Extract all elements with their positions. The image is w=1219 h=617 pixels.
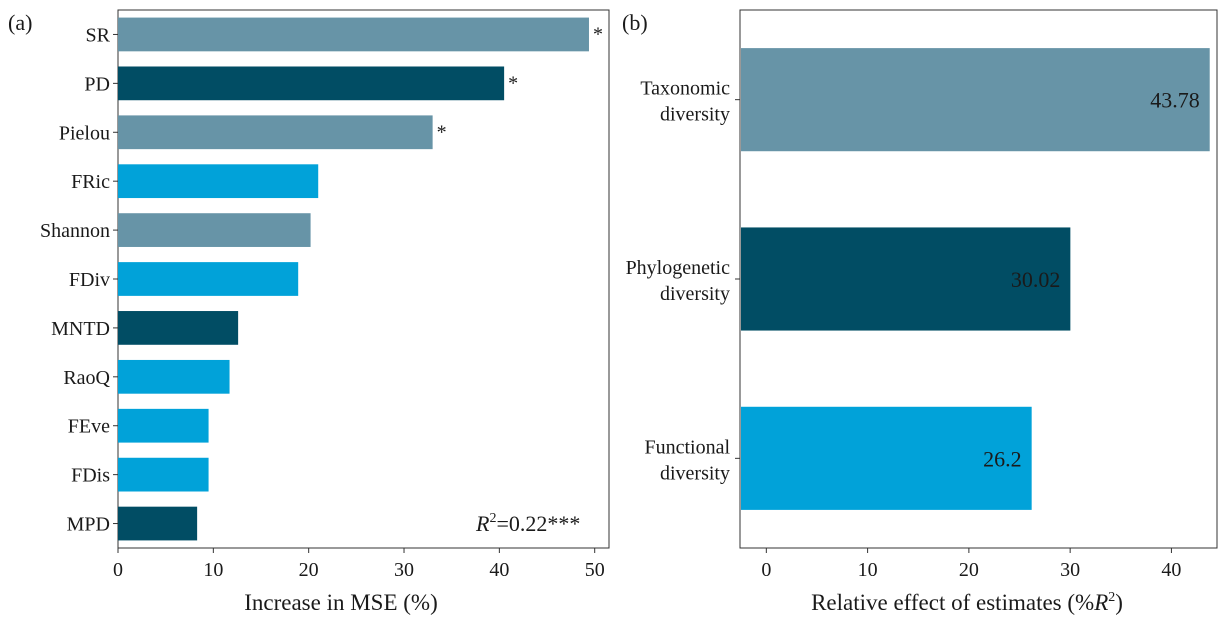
- bar-feve: [118, 408, 209, 443]
- x-tick-label: 40: [489, 559, 509, 581]
- panel-a-category-labels: SR PD Pielou FRic Shannon FDiv MNTD RaoQ FEve FDi…: [40, 24, 118, 536]
- bar-fdis: [118, 457, 209, 492]
- category-label-fric: FRic: [71, 171, 110, 193]
- category-label-pd: PD: [84, 73, 110, 95]
- data-label-functional: 26.2: [983, 446, 1022, 471]
- panel-b-category-labels: Taxonomic diversity Phylogenetic diversity F…: [626, 78, 740, 484]
- panel-b: (b) 43.78 30.02 26.2 Taxonomic diversity Phy…: [622, 9, 1218, 615]
- bar-fdiv: [118, 262, 299, 296]
- bar-phylogenetic: [741, 227, 1071, 331]
- x-tick-label: 40: [1161, 559, 1181, 581]
- category-label-fdiv: FDiv: [69, 269, 110, 291]
- category-label-phylogenetic-line1: Phylogenetic: [626, 257, 731, 279]
- x-tick-label: 20: [959, 559, 979, 581]
- bar-raoq: [118, 359, 230, 394]
- bar-mntd: [118, 311, 239, 345]
- bar-functional: [741, 406, 1032, 510]
- data-label-phylogenetic: 30.02: [1011, 267, 1061, 292]
- significance-marker-pd: *: [508, 72, 518, 94]
- category-label-pielou: Pielou: [59, 122, 110, 144]
- panel-b-x-ticks: 0 10 20 30 40: [761, 548, 1181, 581]
- panel-a: (a) * * * SR PD Pielou FRic Shannon FDiv MNTD Rao…: [8, 9, 610, 615]
- category-label-mntd: MNTD: [51, 318, 110, 340]
- category-label-feve: FEve: [68, 416, 110, 438]
- panel-a-r2-annotation: R2=0.22***: [475, 511, 580, 536]
- category-label-raoq: RaoQ: [63, 367, 110, 389]
- significance-marker-pielou: *: [437, 121, 447, 143]
- bar-shannon: [118, 213, 311, 247]
- panel-b-label: (b): [622, 10, 648, 35]
- category-label-taxonomic-line1: Taxonomic: [640, 78, 730, 100]
- panel-b-bars: 43.78 30.02 26.2: [741, 48, 1210, 510]
- bar-fric: [118, 164, 319, 199]
- panel-a-x-axis-label: Increase in MSE (%): [244, 590, 438, 615]
- bar-pielou: [118, 115, 433, 150]
- x-tick-label: 20: [299, 559, 319, 581]
- x-tick-label: 30: [394, 559, 414, 581]
- x-tick-label: 10: [858, 559, 878, 581]
- x-tick-label: 0: [761, 559, 771, 581]
- panel-a-label: (a): [8, 10, 32, 35]
- category-label-shannon: Shannon: [40, 220, 110, 242]
- significance-marker-sr: *: [593, 23, 603, 45]
- x-tick-label: 30: [1060, 559, 1080, 581]
- category-label-sr: SR: [86, 24, 111, 46]
- category-label-functional-line1: Functional: [644, 436, 730, 458]
- x-tick-label: 10: [203, 559, 223, 581]
- panel-a-x-ticks: 0 10 20 30 40 50: [113, 548, 605, 581]
- panel-a-bars: * * *: [118, 17, 603, 541]
- category-label-taxonomic-line2: diversity: [660, 104, 730, 126]
- data-label-taxonomic: 43.78: [1150, 88, 1200, 113]
- panel-b-x-axis-label: Relative effect of estimates (%R2): [811, 590, 1123, 615]
- bar-pd: [118, 66, 505, 101]
- category-label-fdis: FDis: [71, 465, 110, 487]
- x-tick-label: 50: [585, 559, 605, 581]
- category-label-functional-line2: diversity: [660, 462, 730, 484]
- bar-sr: [118, 17, 589, 52]
- category-label-phylogenetic-line2: diversity: [660, 283, 730, 305]
- bar-taxonomic: [741, 48, 1210, 152]
- bar-mpd: [118, 506, 198, 541]
- category-label-mpd: MPD: [67, 514, 110, 536]
- x-tick-label: 0: [113, 559, 123, 581]
